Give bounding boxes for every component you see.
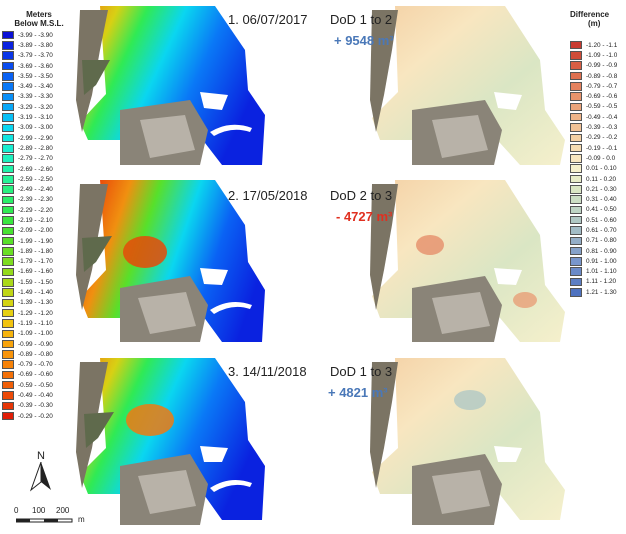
- bathymetry-map-3: [76, 358, 265, 525]
- difference-map-2: [370, 180, 565, 342]
- panel-3-volume: + 4821 m³: [328, 385, 388, 400]
- north-arrow-icon: [26, 462, 56, 492]
- bathymetry-map-1: [76, 6, 265, 165]
- panel-2-dod: DoD 2 to 3: [330, 188, 392, 203]
- north-arrow: N: [26, 450, 56, 494]
- scale-bar: 0 100 200 m: [14, 506, 92, 534]
- panel-2-date: 2. 17/05/2018: [228, 188, 308, 203]
- panel-1-volume: + 9548 m³: [334, 33, 394, 48]
- panel-2-volume: - 4727 m³: [336, 209, 392, 224]
- panel-3-dod: DoD 1 to 3: [330, 364, 392, 379]
- north-label: N: [26, 450, 56, 462]
- panel-1-date: 1. 06/07/2017: [228, 12, 308, 27]
- panel-3-date: 3. 14/11/2018: [228, 364, 307, 379]
- difference-map-1: [370, 6, 565, 165]
- panel-1-dod: DoD 1 to 2: [330, 12, 392, 27]
- difference-map-3: [370, 358, 565, 525]
- scale-bar-graphic: [16, 517, 78, 525]
- bathymetry-map-2: [76, 180, 265, 342]
